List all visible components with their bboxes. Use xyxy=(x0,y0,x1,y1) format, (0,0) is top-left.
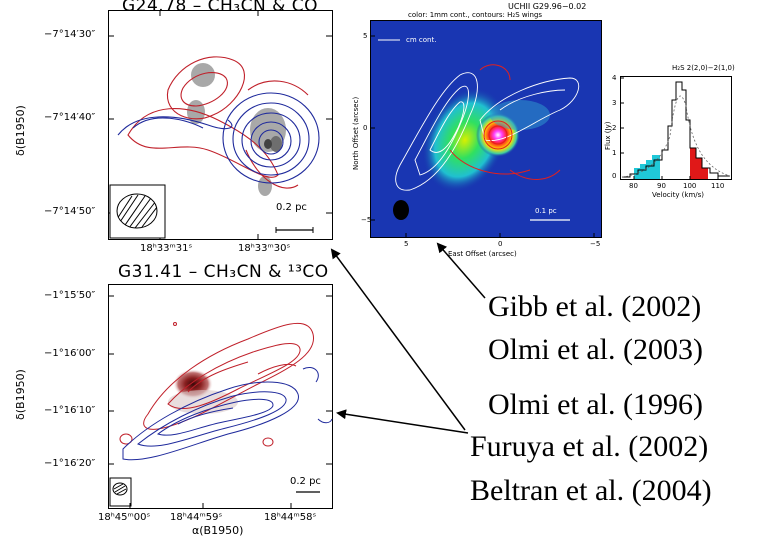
spec-y-tick-0: 0 xyxy=(612,172,617,180)
blue-contours xyxy=(117,92,320,184)
bottom-x-tick-2: 18ʰ44ᵐ59ˢ xyxy=(170,512,223,523)
center-y-tick-2: 0 xyxy=(363,124,368,132)
center-x-tick-1: 5 xyxy=(404,240,409,248)
beam-ellipse-center xyxy=(393,200,409,220)
reference-3: Olmi et al. (1996) xyxy=(488,388,703,421)
spec-x-tick-110: 110 xyxy=(711,182,725,190)
spec-y-tick-4: 4 xyxy=(612,74,617,82)
center-x-tick-2: 0 xyxy=(498,240,503,248)
center-y-tick-3: −5 xyxy=(361,216,372,224)
arrow-to-top-left xyxy=(330,248,466,431)
y-tick-3: −7°14′50″ xyxy=(44,206,96,217)
panel-top-center-title: UCHII G29.96−0.02 xyxy=(508,2,587,11)
scale-bar-label-bottom: 0.2 pc xyxy=(290,476,321,487)
spec-y-tick-3: 3 xyxy=(612,99,617,107)
panel-top-left-map xyxy=(108,10,333,240)
spec-x-tick-100: 100 xyxy=(683,182,697,190)
reference-5: Beltran et al. (2004) xyxy=(470,474,712,507)
y-tick-2: −7°14′40″ xyxy=(44,112,96,123)
bottom-x-tick-1: 18ʰ45ᵐ00ˢ xyxy=(98,512,151,523)
scale-bar-label: 0.2 pc xyxy=(276,202,307,213)
panel-top-center-map xyxy=(370,20,602,238)
blue-contours-bottom xyxy=(122,367,333,461)
red-wing-fill xyxy=(690,148,708,179)
reference-4: Furuya et al. (2002) xyxy=(470,430,709,463)
x-tick-1: 18ʰ33ᵐ31ˢ xyxy=(140,243,193,254)
bottom-y-tick-3: −1°16′10″ xyxy=(44,405,96,416)
bottom-y-tick-2: −1°16′00″ xyxy=(44,348,96,359)
bottom-x-axis-title: α(B1950) xyxy=(192,524,244,537)
center-x-axis-title: East Offset (arcsec) xyxy=(448,250,517,258)
arrow-to-top-center xyxy=(436,242,486,299)
red-wing-contours xyxy=(449,64,561,180)
spec-x-tick-80: 80 xyxy=(629,182,638,190)
spec-y-tick-1: 1 xyxy=(612,149,617,157)
spec-y-tick-2: 2 xyxy=(612,124,617,132)
reference-1: Gibb et al. (2002) xyxy=(488,290,702,323)
legend-label: cm cont. xyxy=(406,36,437,44)
x-tick-2: 18ʰ33ᵐ30ˢ xyxy=(238,243,291,254)
spec-x-tick-90: 90 xyxy=(657,182,666,190)
scale-bar-label-center: 0.1 pc xyxy=(535,207,557,215)
bottom-x-tick-3: 18ʰ44ᵐ58ˢ xyxy=(264,512,317,523)
panel-bottom-title: G31.41 – CH₃CN & ¹³CO xyxy=(118,262,329,282)
spectrum-title: H₂S 2(2,0)−2(1,0) xyxy=(672,64,735,72)
arrow-to-bottom xyxy=(336,409,469,434)
red-contours-bottom xyxy=(119,322,314,447)
spectrum-plot xyxy=(620,76,732,180)
bottom-y-tick-4: −1°16′20″ xyxy=(44,458,96,469)
spec-x-axis-title: Velocity (km/s) xyxy=(652,191,705,199)
reference-2: Olmi et al. (2003) xyxy=(488,333,703,366)
center-x-tick-3: −5 xyxy=(590,240,601,248)
y-tick-1: −7°14′30″ xyxy=(44,29,96,40)
panel-bottom-map xyxy=(108,284,333,509)
bottom-y-tick-1: −1°15′50″ xyxy=(44,290,96,301)
panel-top-center-subtitle: color: 1mm cont., contours: H₂S wings xyxy=(408,11,543,19)
center-y-tick-1: 5 xyxy=(363,32,368,40)
white-contours xyxy=(395,72,580,191)
